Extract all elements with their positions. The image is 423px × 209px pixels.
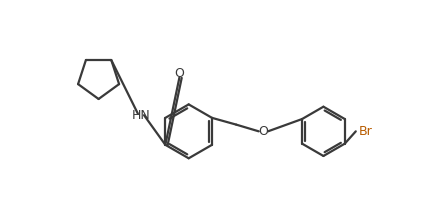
Text: O: O <box>175 67 184 80</box>
Text: Br: Br <box>359 125 373 138</box>
Text: O: O <box>258 125 268 138</box>
Text: HN: HN <box>132 110 150 122</box>
